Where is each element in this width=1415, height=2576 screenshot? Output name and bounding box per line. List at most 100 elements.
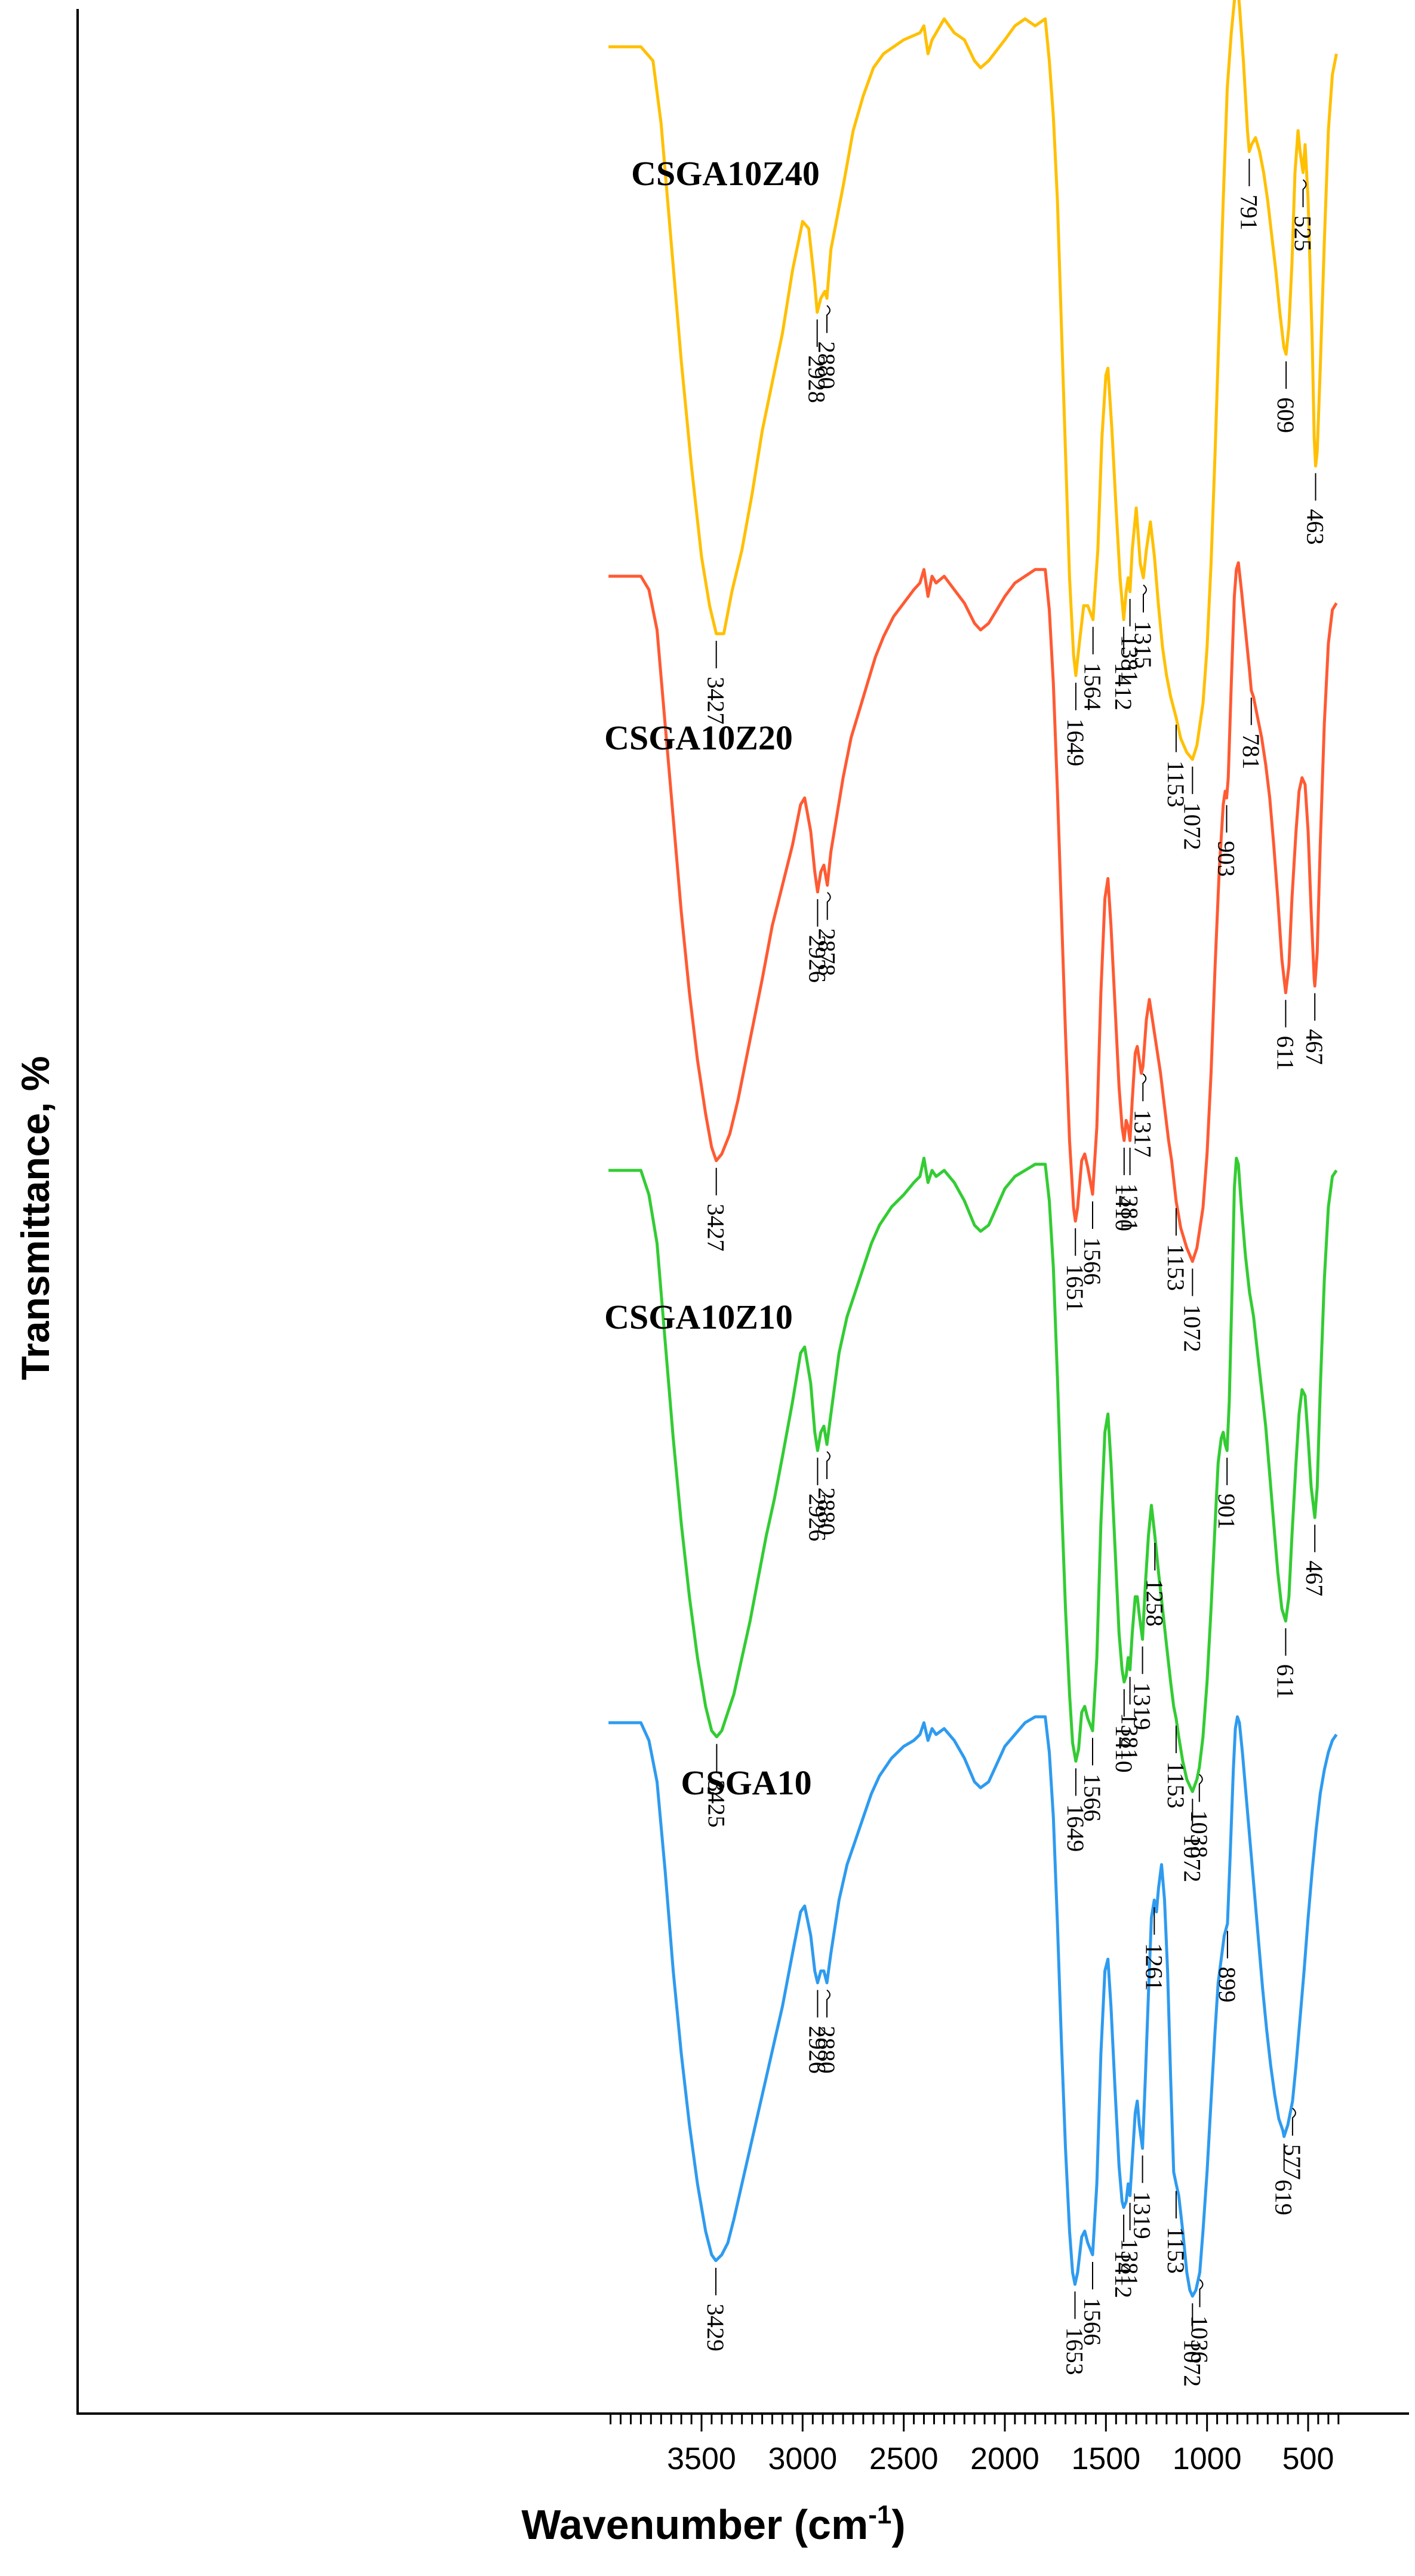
- peak-label: 577: [1279, 2107, 1306, 2180]
- peak-value: 609: [1272, 397, 1299, 433]
- peak-label: 619: [1271, 2144, 1297, 2215]
- peak-label: 903: [1213, 805, 1240, 877]
- peak-label: 467: [1301, 1524, 1328, 1596]
- series-line-csga10z20: [608, 561, 1338, 1263]
- peak-value: 2878: [814, 929, 841, 976]
- peak-value: 903: [1213, 841, 1240, 877]
- series-line-csga10z10: [608, 1157, 1338, 1793]
- peak-value: 1566: [1079, 1773, 1106, 1821]
- peak-leader: [826, 892, 831, 920]
- peak-leader: [826, 1451, 830, 1479]
- peak-leader: [1142, 1073, 1147, 1102]
- peak-label: 611: [1272, 1000, 1299, 1071]
- peak-value: 1153: [1162, 1244, 1189, 1291]
- peak-label: 1072: [1179, 2303, 1205, 2387]
- x-tick-label: 2000: [970, 2442, 1039, 2476]
- peak-value: 1412: [1110, 663, 1137, 711]
- peak-value: 2880: [813, 2026, 840, 2074]
- peak-value: 577: [1279, 2144, 1306, 2180]
- peak-label: 611: [1272, 1628, 1299, 1699]
- peak-label: 1653: [1062, 2291, 1088, 2375]
- peak-label: 1410: [1111, 1148, 1137, 1231]
- peak-label: 1072: [1179, 766, 1205, 850]
- series-labels: CSGA10Z40 CSGA10Z20 CSGA10Z10 CSGA10: [604, 154, 820, 1802]
- x-tick-label: 500: [1282, 2442, 1334, 2476]
- peak-label: 1319: [1129, 1646, 1156, 1730]
- axes: 3500 3000 2500 2000 1500 1000 500: [76, 9, 1409, 2476]
- peak-value: 1381: [1116, 1184, 1143, 1231]
- peak-label: 2880: [813, 305, 840, 389]
- x-tick-label: 1000: [1173, 2442, 1242, 2476]
- peak-value: 781: [1238, 733, 1265, 769]
- peak-label: 1651: [1062, 1228, 1088, 1312]
- peak-leader: [826, 1989, 830, 2018]
- peak-value: 2926: [804, 2026, 830, 2074]
- x-tick-label: 1500: [1071, 2442, 1140, 2476]
- peak-leader: [826, 305, 830, 333]
- peak-label: 1564: [1079, 626, 1106, 711]
- peak-label: 1566: [1079, 1201, 1106, 1285]
- peak-value: 3427: [703, 1204, 730, 1252]
- peak-value: 3429: [702, 2304, 729, 2351]
- peak-label: 899: [1214, 1931, 1241, 2003]
- peak-label: 1381: [1116, 2203, 1143, 2286]
- peak-label: 1649: [1062, 683, 1089, 766]
- peak-label: 2880: [813, 1451, 840, 1535]
- series-label: CSGA10Z40: [631, 154, 820, 193]
- peak-value: 525: [1290, 216, 1316, 251]
- peak-label: 901: [1213, 1458, 1240, 1529]
- peak-leader: [1291, 2107, 1296, 2136]
- peak-value: 611: [1272, 1036, 1299, 1071]
- x-tick-label: 2500: [869, 2442, 939, 2476]
- peak-label: 1153: [1162, 1726, 1189, 1809]
- peak-value: 1072: [1179, 1834, 1205, 1882]
- peak-label: 1036: [1186, 2279, 1213, 2363]
- peak-value: 1317: [1129, 1109, 1156, 1157]
- peak-label: 1381: [1116, 599, 1143, 683]
- series-line-csga10z40: [608, 0, 1338, 761]
- peak-value: 1036: [1186, 2316, 1213, 2363]
- peak-value: 3427: [703, 677, 730, 724]
- peak-label: 3427: [703, 641, 730, 724]
- peak-value: 619: [1271, 2180, 1297, 2215]
- peak-label: 781: [1238, 697, 1265, 769]
- peak-label: 1153: [1162, 2191, 1189, 2274]
- peak-label: 1072: [1179, 1799, 1205, 1882]
- peak-leader: [1199, 2279, 1204, 2307]
- peak-value: 1153: [1162, 2227, 1189, 2274]
- x-axis-title-main: Wavenumber (cm: [521, 2501, 868, 2548]
- peak-value: 1319: [1129, 1682, 1156, 1730]
- peak-value: 1261: [1140, 1943, 1167, 1991]
- peak-value: 463: [1302, 509, 1329, 545]
- peak-label: 1566: [1079, 2262, 1106, 2346]
- spectra: [608, 0, 1338, 2298]
- peak-value: 3425: [703, 1780, 730, 1828]
- peak-label: 1410: [1111, 1689, 1137, 1773]
- peak-value: 1072: [1179, 1305, 1205, 1352]
- peak-value: 1381: [1116, 2239, 1143, 2286]
- series-label: CSGA10: [681, 1763, 811, 1802]
- peak-value: 2880: [813, 1487, 840, 1535]
- peak-value: 901: [1213, 1493, 1240, 1529]
- peak-label: 1412: [1110, 626, 1137, 711]
- peak-label: 609: [1272, 361, 1299, 433]
- peak-label: 1319: [1129, 2155, 1156, 2239]
- peak-value: 1381: [1116, 635, 1143, 683]
- peak-value: 1072: [1179, 803, 1205, 850]
- peak-value: 791: [1235, 195, 1262, 230]
- x-ticks: 3500 3000 2500 2000 1500 1000 500: [610, 2414, 1340, 2476]
- peak-label: 1072: [1179, 1268, 1205, 1352]
- peak-label: 1317: [1129, 1073, 1156, 1157]
- peak-label: 1153: [1162, 724, 1189, 807]
- peak-value: 1566: [1079, 2298, 1106, 2346]
- peak-value: 899: [1214, 1967, 1241, 2003]
- peak-label: 1381: [1116, 1148, 1143, 1231]
- peak-label: 2878: [814, 892, 841, 976]
- series-label: CSGA10Z10: [604, 1298, 793, 1336]
- peak-label: 1261: [1140, 1907, 1167, 1991]
- peak-value: 1315: [1130, 621, 1156, 669]
- x-axis-title: Wavenumber (cm-1): [521, 2500, 905, 2548]
- peak-value: 1319: [1129, 2191, 1156, 2239]
